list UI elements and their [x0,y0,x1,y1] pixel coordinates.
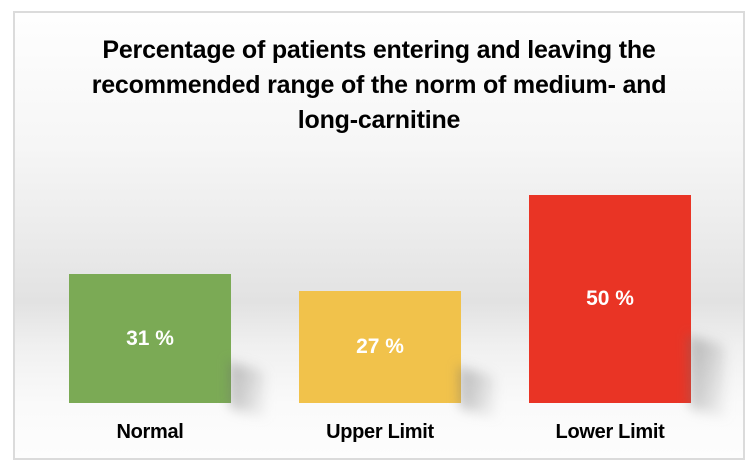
bar-normal: 31 % [69,274,265,417]
category-labels-row: Normal Upper Limit Lower Limit [69,403,691,458]
bars-row: 31 % 27 % 50 % [69,13,725,417]
category-label-normal: Normal [116,421,184,443]
bar-value-label-lower-limit: 50 % [586,287,634,310]
bar-lower-limit: 50 % [529,195,725,417]
chart-title: Percentage of patients entering and leav… [91,36,667,134]
category-label-lower-limit: Lower Limit [555,421,665,443]
bar-value-label-normal: 31 % [126,326,174,350]
plot-area: 31 % 27 % 50 % Normal Upper Limit Lower Limi… [15,13,743,458]
bar-upper-limit: 27 % [299,291,495,417]
bar-shadow [689,336,725,417]
category-label-upper-limit: Upper Limit [326,421,434,443]
chart-frame: Percentage of patients entering and leav… [13,11,745,460]
bar-value-label-upper-limit: 27 % [356,335,404,358]
